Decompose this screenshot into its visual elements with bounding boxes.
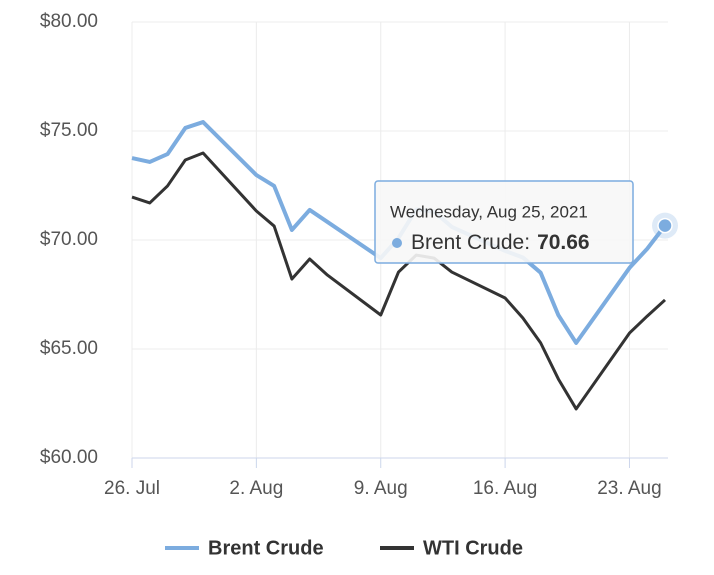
tooltip-header: Wednesday, Aug 25, 2021 (390, 202, 588, 221)
legend-label: Brent Crude (208, 537, 324, 559)
tooltip-box (374, 180, 634, 264)
tooltip: Wednesday, Aug 25, 2021 Brent Crude: 70.66 (374, 180, 634, 264)
tooltip-label: Brent Crude: (411, 231, 530, 254)
tooltip-text: Brent Crude: 70.66 (411, 231, 590, 254)
tooltip-dot (392, 238, 402, 248)
x-tick-label: 26. Jul (104, 478, 160, 499)
x-tick-label: 16. Aug (473, 478, 537, 499)
x-tick-label: 23. Aug (597, 478, 661, 499)
hover-marker (657, 217, 673, 234)
y-tick-label: $65.00 (40, 338, 98, 359)
y-tick-label: $75.00 (40, 120, 98, 141)
legend-label: WTI Crude (423, 537, 523, 559)
y-tick-label: $80.00 (40, 11, 98, 32)
tooltip-value: 70.66 (537, 231, 590, 254)
y-tick-label: $70.00 (40, 229, 98, 250)
x-tick-label: 9. Aug (354, 478, 408, 499)
x-tick-label: 2. Aug (229, 478, 283, 499)
series-line (131, 151, 667, 411)
y-tick-label: $60.00 (40, 447, 98, 468)
